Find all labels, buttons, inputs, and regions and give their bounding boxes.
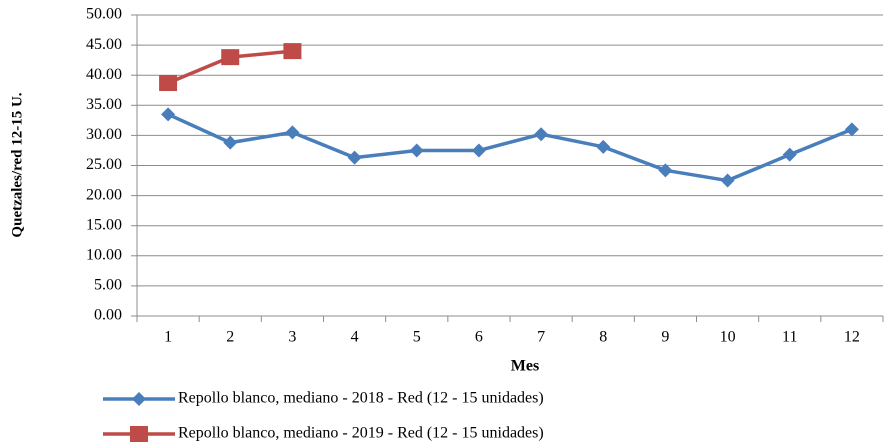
data-point: [471, 143, 486, 158]
x-tick-label: 9: [661, 329, 669, 346]
x-tick-label: 10: [720, 329, 736, 346]
data-point: [409, 143, 424, 158]
x-tick-label: 4: [351, 329, 359, 346]
data-point: [782, 147, 797, 162]
y-tick-label: 40.00: [86, 66, 122, 83]
x-tick-label: 7: [537, 329, 545, 346]
y-tick-label: 5.00: [94, 277, 122, 294]
x-tick-label: 2: [226, 329, 234, 346]
x-axis-title: Mes: [511, 358, 539, 375]
legend-marker: [130, 426, 148, 442]
data-point: [534, 127, 549, 142]
legend-marker: [132, 392, 146, 406]
y-tick-label: 35.00: [86, 96, 122, 113]
x-tick-label: 6: [475, 329, 483, 346]
x-tick-label: 5: [413, 329, 421, 346]
x-tick-label: 3: [288, 329, 296, 346]
y-tick-label: 45.00: [86, 36, 122, 53]
data-point: [161, 107, 176, 122]
data-point: [347, 150, 362, 165]
data-point: [720, 173, 735, 188]
y-tick-label: 10.00: [86, 246, 122, 263]
x-tick-label: 8: [599, 329, 607, 346]
x-tick-label: 11: [782, 329, 797, 346]
legend-label: Repollo blanco, mediano - 2019 - Red (12…: [178, 425, 544, 442]
legend-label: Repollo blanco, mediano - 2018 - Red (12…: [178, 390, 544, 407]
series-line: [167, 112, 853, 183]
y-tick-label: 30.00: [86, 126, 122, 143]
data-point: [221, 49, 240, 66]
data-point: [285, 125, 300, 140]
y-axis-title: Quetzales/red 12-15 U.: [9, 92, 25, 237]
data-point: [223, 135, 238, 150]
y-tick-label: 50.00: [86, 6, 122, 23]
y-tick-label: 0.00: [94, 307, 122, 324]
data-point: [283, 43, 302, 60]
y-tick-label: 20.00: [86, 186, 122, 203]
data-point: [844, 122, 859, 137]
data-point: [596, 139, 611, 154]
y-tick-label: 25.00: [86, 156, 122, 173]
y-tick-label: 15.00: [86, 216, 122, 233]
data-point: [658, 163, 673, 178]
x-tick-label: 12: [844, 329, 860, 346]
x-tick-label: 1: [164, 329, 172, 346]
data-point: [159, 75, 178, 92]
